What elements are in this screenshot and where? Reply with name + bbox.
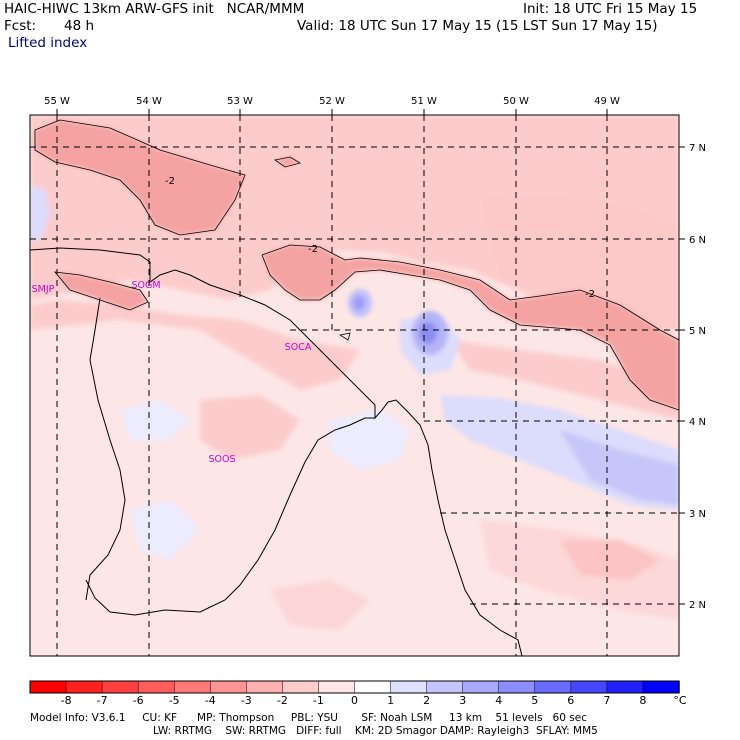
color-bar-label: -6 <box>132 694 144 707</box>
color-bar-label: 0 <box>351 694 358 707</box>
station-sogm: SOGM <box>131 280 160 291</box>
color-bar <box>29 680 680 694</box>
lon-label-53w: 53 W <box>227 96 253 107</box>
field-name: Lifted index <box>8 35 88 51</box>
lat-label-5n: 5 N <box>689 326 706 337</box>
tick-marks <box>56 109 685 605</box>
color-bar-swatch <box>101 680 139 694</box>
valid-time: Valid: 18 UTC Sun 17 May 15 (15 LST Sun … <box>297 18 658 34</box>
color-bar-label: 3 <box>459 694 467 707</box>
color-bar-frame <box>29 680 680 694</box>
color-bar-swatch <box>534 680 572 694</box>
color-bar-label: -8 <box>60 694 72 707</box>
color-bar-swatch <box>354 680 392 694</box>
color-bar-swatch <box>426 680 464 694</box>
init-time: Init: 18 UTC Fri 15 May 15 <box>523 1 698 17</box>
lon-label-50w: 50 W <box>503 96 529 107</box>
color-bar-swatch <box>282 680 320 694</box>
forecast-label: Fcst: <box>4 18 37 34</box>
color-bar-swatch <box>65 680 103 694</box>
station-soca: SOCA <box>285 342 312 353</box>
color-bar-label: -7 <box>96 694 108 707</box>
color-bar-swatch <box>498 680 536 694</box>
contour-label: -2 <box>165 176 175 187</box>
color-bar-label: 5 <box>531 694 539 707</box>
color-bar-swatch <box>390 680 428 694</box>
color-bar-label: -5 <box>168 694 180 707</box>
lat-label-3n: 3 N <box>689 509 706 520</box>
coastline <box>30 247 523 656</box>
contour-lines <box>34 119 679 411</box>
color-bar-label: 1 <box>387 694 395 707</box>
model-info-line1: Model Info: V3.6.1 CU: KF MP: Thompson P… <box>30 712 587 724</box>
model-info-line2: LW: RRTMG SW: RRTMG DIFF: full KM: 2D Sm… <box>153 725 598 737</box>
color-bar-swatch <box>246 680 284 694</box>
color-bar-swatch <box>210 680 248 694</box>
color-bar-label: -2 <box>276 694 288 707</box>
model-title: HAIC-HIWC 13km ARW-GFS init NCAR/MMM <box>4 1 305 17</box>
color-bar-label: 8 <box>639 694 647 707</box>
contour-label: -2 <box>308 244 318 255</box>
color-bar-swatch <box>173 680 212 694</box>
color-bar-label: 4 <box>495 694 503 707</box>
field-shading <box>30 115 679 656</box>
station-smjp: SMJP <box>32 284 55 295</box>
lon-label-49w: 49 W <box>594 96 620 107</box>
contour-label: -2 <box>585 289 595 300</box>
lat-label-6n: 6 N <box>689 235 706 246</box>
color-bar-label: -3 <box>240 694 252 707</box>
color-bar-label: 6 <box>567 694 575 707</box>
lat-label-4n: 4 N <box>689 417 706 428</box>
lon-label-54w: 54 W <box>136 96 162 107</box>
color-bar-label: -4 <box>204 694 216 707</box>
color-bar-swatch <box>462 680 500 694</box>
lat-label-2n: 2 N <box>689 600 706 611</box>
color-bar-swatch <box>642 680 680 694</box>
station-soos: SOOS <box>208 454 235 465</box>
color-bar-swatch <box>570 680 608 694</box>
color-bar-swatch <box>606 680 644 694</box>
color-bar-label: 2 <box>423 694 431 707</box>
lat-label-7n: 7 N <box>689 143 706 154</box>
color-bar-label: -1 <box>312 694 324 707</box>
map-frame <box>29 114 680 657</box>
forecast-hours: 48 h <box>64 18 95 34</box>
color-bar-label: 7 <box>603 694 611 707</box>
lon-label-52w: 52 W <box>319 96 345 107</box>
color-bar-swatch <box>137 680 175 694</box>
color-bar-unit: °C <box>673 694 687 707</box>
graticule <box>30 115 679 656</box>
color-bar-swatch <box>29 680 67 694</box>
lon-label-51w: 51 W <box>411 96 437 107</box>
lon-label-55w: 55 W <box>44 96 70 107</box>
color-bar-swatch <box>318 680 356 694</box>
